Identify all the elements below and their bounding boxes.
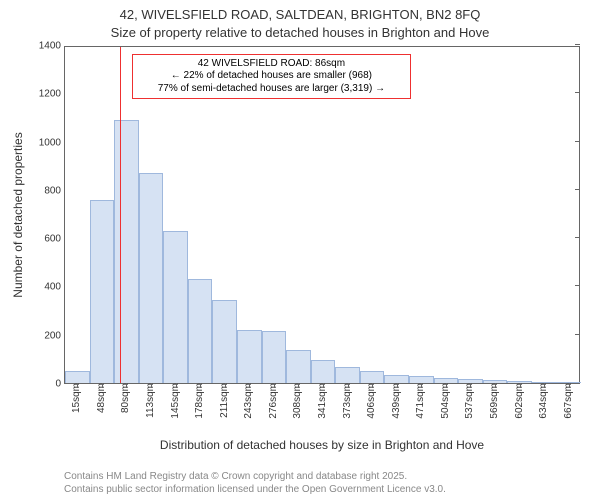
- x-tick-label: 341sqm: [317, 383, 328, 427]
- y-tick-mark: [575, 334, 580, 335]
- x-tick-label: 113sqm: [145, 383, 156, 427]
- histogram-bar: [335, 367, 360, 383]
- x-tick-mark: [151, 383, 152, 388]
- annotation-line3: 77% of semi-detached houses are larger (…: [139, 83, 404, 96]
- x-tick-label: 602sqm: [514, 383, 525, 427]
- x-tick-label: 243sqm: [243, 383, 254, 427]
- x-tick-mark: [470, 383, 471, 388]
- annotation-box: 42 WIVELSFIELD ROAD: 86sqm← 22% of detac…: [132, 54, 411, 100]
- annotation-line2: ← 22% of detached houses are smaller (96…: [139, 70, 404, 83]
- y-tick-mark: [575, 237, 580, 238]
- y-tick-label: 1400: [39, 41, 65, 52]
- x-tick-mark: [323, 383, 324, 388]
- x-tick-mark: [77, 383, 78, 388]
- x-tick-label: 569sqm: [489, 383, 500, 427]
- y-tick-mark: [575, 285, 580, 286]
- x-tick-mark: [298, 383, 299, 388]
- y-tick-label: 200: [44, 330, 65, 341]
- histogram-bar: [409, 376, 434, 383]
- y-tick-label: 1000: [39, 137, 65, 148]
- y-tick-label: 1200: [39, 89, 65, 100]
- chart-title: 42, WIVELSFIELD ROAD, SALTDEAN, BRIGHTON…: [0, 0, 600, 41]
- x-tick-label: 308sqm: [292, 383, 303, 427]
- x-tick-mark: [569, 383, 570, 388]
- y-axis-title: Number of detached properties: [11, 132, 25, 297]
- y-tick-mark: [575, 92, 580, 93]
- x-tick-mark: [274, 383, 275, 388]
- x-tick-mark: [200, 383, 201, 388]
- x-tick-label: 667sqm: [563, 383, 574, 427]
- histogram-bar: [114, 120, 139, 383]
- histogram-bar: [384, 375, 409, 383]
- y-tick-mark: [575, 189, 580, 190]
- histogram-bar: [163, 231, 188, 383]
- plot-area: 020040060080010001200140015sqm48sqm80sqm…: [64, 46, 580, 384]
- annotation-line1: 42 WIVELSFIELD ROAD: 86sqm: [139, 58, 404, 71]
- x-tick-label: 15sqm: [71, 383, 82, 427]
- x-tick-label: 80sqm: [120, 383, 131, 427]
- x-tick-label: 48sqm: [96, 383, 107, 427]
- footer-line2: Contains public sector information licen…: [64, 483, 446, 496]
- histogram-bar: [360, 371, 385, 383]
- x-tick-mark: [225, 383, 226, 388]
- x-tick-mark: [126, 383, 127, 388]
- histogram-bar: [286, 350, 311, 383]
- x-tick-label: 178sqm: [194, 383, 205, 427]
- x-tick-label: 145sqm: [170, 383, 181, 427]
- x-tick-mark: [397, 383, 398, 388]
- x-tick-label: 276sqm: [268, 383, 279, 427]
- x-tick-label: 471sqm: [415, 383, 426, 427]
- x-tick-label: 211sqm: [219, 383, 230, 427]
- x-tick-mark: [495, 383, 496, 388]
- x-tick-label: 634sqm: [538, 383, 549, 427]
- histogram-bar: [262, 331, 287, 383]
- y-tick-mark: [575, 141, 580, 142]
- x-tick-mark: [102, 383, 103, 388]
- x-tick-label: 406sqm: [366, 383, 377, 427]
- footer-line1: Contains HM Land Registry data © Crown c…: [64, 470, 446, 483]
- y-tick-mark: [575, 44, 580, 45]
- footer-attribution: Contains HM Land Registry data © Crown c…: [64, 470, 446, 496]
- x-tick-mark: [176, 383, 177, 388]
- x-axis-title: Distribution of detached houses by size …: [160, 438, 484, 452]
- histogram-bar: [65, 371, 90, 383]
- y-tick-label: 800: [44, 185, 65, 196]
- x-tick-mark: [544, 383, 545, 388]
- y-tick-label: 600: [44, 234, 65, 245]
- histogram-bar: [139, 173, 164, 383]
- x-tick-label: 439sqm: [391, 383, 402, 427]
- x-tick-mark: [421, 383, 422, 388]
- y-tick-label: 0: [55, 379, 65, 390]
- x-tick-mark: [520, 383, 521, 388]
- x-tick-mark: [446, 383, 447, 388]
- x-tick-mark: [249, 383, 250, 388]
- x-tick-mark: [348, 383, 349, 388]
- histogram-bar: [90, 200, 115, 383]
- x-tick-label: 504sqm: [440, 383, 451, 427]
- property-marker-line: [120, 47, 121, 383]
- x-tick-label: 373sqm: [342, 383, 353, 427]
- histogram-bar: [237, 330, 262, 383]
- histogram-bar: [212, 300, 237, 383]
- histogram-bar: [311, 360, 336, 383]
- histogram-bar: [188, 279, 213, 383]
- x-tick-mark: [372, 383, 373, 388]
- title-subtitle: Size of property relative to detached ho…: [0, 24, 600, 42]
- x-tick-label: 537sqm: [464, 383, 475, 427]
- title-address: 42, WIVELSFIELD ROAD, SALTDEAN, BRIGHTON…: [0, 6, 600, 24]
- y-tick-label: 400: [44, 282, 65, 293]
